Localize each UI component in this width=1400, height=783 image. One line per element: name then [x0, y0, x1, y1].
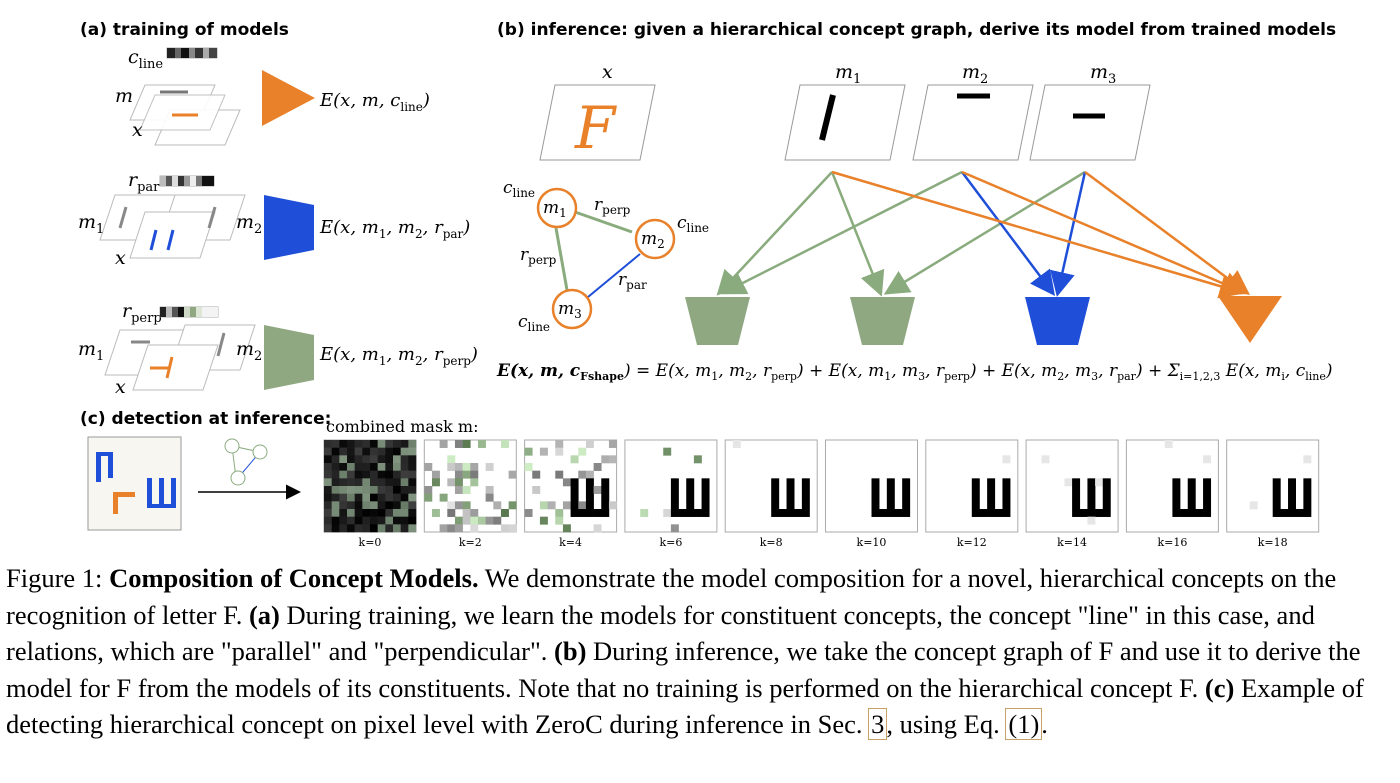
m1-label: m1 — [78, 338, 104, 364]
input-x-label: x — [602, 61, 613, 83]
panel-c-title: (c) detection at inference: — [80, 409, 331, 429]
caption-sentence-6: . — [1041, 709, 1048, 739]
mask-frame-k-16: k=16 — [1125, 439, 1219, 549]
composition-arrows — [716, 170, 1251, 299]
composition-equation: E(x, m, cFshape) = E(x, m1, m2, rperp) +… — [496, 361, 1333, 383]
energy-perp: E(x, m1, m2, rperp) — [319, 344, 478, 368]
mask-frame-k-8: k=8 — [724, 439, 818, 549]
svg-text:rperp: rperp — [594, 195, 631, 217]
mask-step-label: k=10 — [857, 536, 887, 549]
caption-b-label: (b) — [554, 636, 587, 666]
figure-caption: Figure 1: Composition of Concept Models.… — [6, 560, 1394, 743]
mask-frame-k-4: k=4 — [524, 439, 618, 549]
detection-input-image — [87, 436, 182, 531]
panel-a-row-perp: rperp m1 m2 x E(x, m1, m2, rperp) — [78, 300, 478, 398]
svg-text:cline: cline — [503, 178, 535, 200]
mask-m2: m2 — [912, 61, 1034, 161]
equation-reference-link[interactable]: (1) — [1005, 708, 1043, 740]
perp-model-trapezoid — [264, 325, 314, 390]
perp-model-m1m2 — [685, 297, 750, 345]
embedding-bar-par — [159, 175, 215, 187]
m2-label: m2 — [962, 61, 988, 87]
input-letter-f: F — [574, 94, 617, 162]
m1-label: m1 — [835, 61, 861, 87]
mask-step-label: k=12 — [957, 536, 987, 549]
mask-step-label: k=16 — [1157, 536, 1187, 549]
caption-sentence-3: During inference, we take the concept gr… — [6, 636, 1361, 703]
concept-graph: m1 m2 m3 cline cline cline rperp rperp r… — [503, 178, 709, 334]
mask-m1: m1 — [784, 61, 906, 161]
mask-step-label: k=6 — [659, 536, 682, 549]
x-label: x — [132, 119, 143, 141]
graph-node-m2 — [634, 218, 676, 260]
mask-frame-k-12: k=12 — [925, 439, 1019, 549]
mask-frame-k-10: k=10 — [825, 439, 918, 549]
mask-frame-k-18: k=18 — [1226, 439, 1320, 549]
mask-m3: m3 — [1029, 61, 1151, 161]
mask-step-label: k=4 — [559, 536, 582, 549]
energy-par: E(x, m1, m2, rpar) — [319, 217, 470, 241]
mask-step-label: k=14 — [1057, 536, 1087, 549]
svg-text:m2: m2 — [641, 229, 665, 251]
line-model-triangle — [262, 70, 315, 126]
x-label: x — [115, 376, 126, 398]
caption-title: Composition of Concept Models. — [109, 563, 479, 593]
m3-label: m3 — [1090, 61, 1116, 87]
figure-diagram: (a) training of models cline m x E(x, m,… — [78, 20, 1336, 549]
m1-label: m1 — [78, 211, 104, 237]
par-model-trapezoid — [264, 195, 314, 260]
mask-step-label: k=8 — [760, 536, 783, 549]
par-model-m2m3 — [1025, 297, 1090, 345]
input-image-panel — [539, 84, 656, 161]
svg-text:rperp: rperp — [520, 245, 557, 267]
line-model-mi — [1218, 296, 1282, 343]
mask-strip: k=0 k=2 k=4 k=6 k=8 k=10 k=12 k=14 k=16 k=18 — [323, 439, 1320, 549]
m2-label: m2 — [236, 211, 262, 237]
svg-text:m3: m3 — [558, 299, 582, 321]
panel-a-row-line: cline m x E(x, m, cline) — [115, 46, 430, 146]
c-line-label: cline — [128, 46, 163, 72]
detection-input-strokes — [96, 452, 176, 514]
svg-text:cline: cline — [518, 312, 550, 334]
m2-label: m2 — [236, 338, 262, 364]
panel-a-title: (a) training of models — [80, 20, 289, 40]
graph-node-m1 — [536, 187, 578, 229]
caption-fig-label: Figure 1: — [6, 563, 103, 593]
caption-a-label: (a) — [248, 599, 280, 630]
mask-step-label: k=18 — [1258, 536, 1288, 549]
embedding-bar-perp — [159, 306, 219, 318]
mask-frame-k-0: k=0 — [323, 439, 417, 549]
mask-frame-k-6: k=6 — [624, 439, 718, 549]
r-perp-label: rperp — [122, 300, 162, 326]
section-reference-link[interactable]: 3 — [868, 708, 888, 740]
caption-sentence-2: During training, we learn the models for… — [6, 599, 1315, 667]
mask-frame-k-14: k=14 — [1025, 439, 1119, 549]
panel-a-row-par: rpar m1 m2 x E(x, m1, m2, rpar) — [78, 169, 470, 269]
energy-line: E(x, m, cline) — [319, 90, 430, 114]
caption-sentence-1: We demonstrate the model composition for… — [6, 563, 1337, 630]
m-label: m — [115, 85, 133, 107]
mini-concept-graph — [224, 438, 268, 486]
svg-text:cline: cline — [677, 213, 709, 235]
panel-b-title: (b) inference: given a hierarchical conc… — [497, 20, 1336, 40]
svg-text:rpar: rpar — [618, 270, 647, 292]
x-label: x — [115, 247, 126, 269]
mask-step-label: k=2 — [459, 536, 482, 549]
svg-text:m1: m1 — [543, 198, 567, 220]
caption-sentence-4: Example of detecting hierarchical concep… — [6, 672, 1364, 740]
combined-mask-label: combined mask m: — [326, 417, 479, 436]
perp-model-m1m3 — [850, 297, 915, 345]
mask-step-label: k=0 — [359, 536, 382, 549]
graph-node-m3 — [551, 288, 593, 330]
r-par-label: rpar — [128, 169, 160, 195]
embedding-bar-line — [166, 47, 218, 59]
caption-c-label: (c) — [1204, 672, 1235, 703]
mask-frame-k-2: k=2 — [423, 439, 517, 549]
caption-sentence-5: , using Eq. — [886, 709, 1000, 739]
